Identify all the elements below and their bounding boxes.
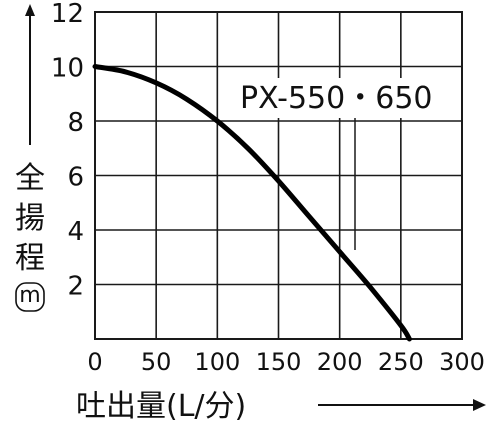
y-tick-label: 4 xyxy=(67,217,84,247)
x-tick-label: 150 xyxy=(256,348,302,376)
y-axis-title: 全 揚 程 m xyxy=(15,4,45,312)
plot-frame xyxy=(94,11,463,340)
grid xyxy=(95,12,462,339)
y-axis-title-char-1: 全 xyxy=(15,161,45,196)
x-axis-title: 吐出量(L/分) xyxy=(76,389,486,424)
y-axis-arrow-head xyxy=(25,4,35,16)
x-axis-arrow-head xyxy=(473,399,486,411)
y-axis-title-char-2: 揚 xyxy=(15,201,45,236)
model-label-backdrop xyxy=(238,78,444,118)
y-axis-unit-bracket xyxy=(15,282,45,312)
model-label: PX-550・650 xyxy=(240,81,433,116)
x-tick-label: 250 xyxy=(378,348,424,376)
y-tick-label: 12 xyxy=(51,0,84,29)
x-tick-label: 300 xyxy=(439,348,485,376)
x-axis-title-text: 吐出量(L/分) xyxy=(76,389,246,424)
x-tick-label: 100 xyxy=(194,348,240,376)
y-axis-ticks: 2 4 6 8 10 12 xyxy=(51,0,84,302)
y-tick-label: 8 xyxy=(67,108,84,138)
x-axis-ticks: 0 50 100 150 200 250 300 xyxy=(87,348,485,376)
performance-curve xyxy=(92,64,412,342)
y-tick-label: 6 xyxy=(67,163,84,193)
y-tick-label: 10 xyxy=(51,54,84,84)
y-axis-unit: m xyxy=(19,283,40,308)
y-tick-label: 2 xyxy=(67,272,84,302)
x-tick-label: 200 xyxy=(317,348,363,376)
y-axis-title-char-3: 程 xyxy=(15,241,45,276)
x-tick-label: 50 xyxy=(141,348,172,376)
x-tick-label: 0 xyxy=(87,348,102,376)
